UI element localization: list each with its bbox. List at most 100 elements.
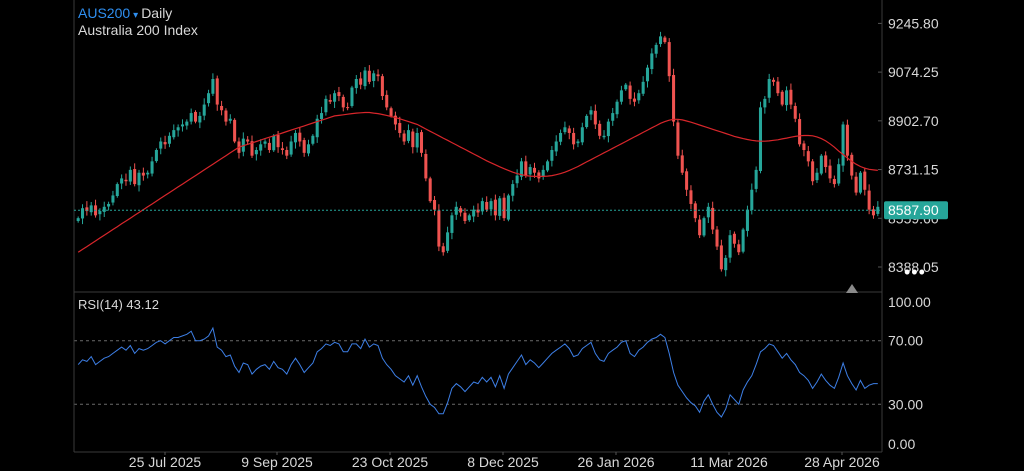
price-grid: [878, 22, 882, 268]
candle-body: [372, 73, 376, 81]
date-tick-label: 28 Apr 2026: [804, 454, 880, 470]
candle-body: [133, 169, 137, 185]
candle-body: [502, 197, 506, 219]
candle-body: [754, 169, 758, 189]
candle-body: [476, 209, 480, 213]
candle-body: [554, 141, 558, 152]
candle-body: [780, 91, 784, 105]
candle-body: [572, 132, 576, 145]
candle-body: [485, 201, 489, 210]
candle-body: [546, 161, 550, 171]
candle-body: [98, 211, 102, 215]
candle-body: [854, 176, 858, 193]
candle-body: [737, 244, 741, 253]
candle-body: [189, 113, 193, 122]
candle-body: [224, 110, 228, 122]
candle-body: [172, 130, 176, 138]
candle-body: [685, 171, 689, 190]
candle-body: [324, 98, 328, 113]
candle-body: [263, 141, 267, 144]
candle-body: [185, 121, 189, 126]
candle-body: [276, 134, 280, 148]
candle-body: [524, 161, 528, 176]
candle-body: [676, 122, 680, 156]
candle-body: [828, 165, 832, 179]
candle-body: [385, 94, 389, 108]
candle-body: [785, 90, 789, 106]
moving-average-line: [77, 111, 878, 253]
candle-body: [559, 132, 563, 142]
candle-body: [141, 172, 145, 176]
rsi-indicator-label[interactable]: RSI(14) 43.12: [78, 297, 159, 312]
candle-body: [511, 184, 515, 196]
candle-body: [446, 232, 450, 251]
candle-body: [415, 132, 419, 148]
candle-body: [359, 78, 363, 85]
candle-body: [389, 108, 393, 116]
candle-body: [298, 132, 302, 142]
candle-body: [220, 105, 224, 111]
candle-body: [659, 36, 663, 45]
candle-body: [289, 141, 293, 155]
candle-body: [489, 201, 493, 210]
symbol-label[interactable]: AUS200: [78, 5, 131, 21]
candle-body: [128, 169, 132, 182]
candle-body: [858, 172, 862, 193]
candle-body: [845, 124, 849, 156]
candle-body: [750, 189, 754, 210]
candle-body: [354, 79, 358, 89]
candle-body: [102, 206, 106, 212]
candle-body: [315, 118, 319, 138]
candle-body: [811, 161, 815, 182]
chevron-down-icon[interactable]: ▾: [133, 10, 139, 21]
candle-body: [89, 205, 93, 213]
candle-body: [406, 130, 410, 141]
rsi-tick-label: 70.00: [888, 333, 923, 349]
candle-body: [541, 169, 545, 177]
candle-body: [459, 208, 463, 213]
candle-body: [776, 81, 780, 94]
candle-body: [624, 84, 628, 90]
candlestick-series: [76, 31, 880, 277]
candle-body: [532, 167, 537, 173]
candle-body: [267, 142, 271, 150]
candle-body: [824, 155, 828, 168]
candle-body: [798, 119, 802, 145]
candle-body: [380, 76, 384, 97]
candle-body: [211, 79, 215, 94]
instrument-header[interactable]: AUS200 ▾ Daily: [78, 5, 172, 24]
candle-body: [706, 206, 710, 218]
candle-body: [567, 128, 571, 133]
candle-body: [863, 171, 867, 190]
timeframe-label[interactable]: Daily: [141, 5, 173, 21]
candle-body: [693, 203, 697, 219]
candle-body: [745, 209, 749, 231]
price-tick-label: 9074.25: [888, 64, 939, 80]
candle-body: [150, 161, 154, 174]
candle-body: [611, 113, 615, 121]
candle-body: [207, 93, 211, 104]
candle-body: [598, 123, 602, 136]
candle-body: [832, 178, 836, 185]
rsi-axis: 100.00 70.00 30.00 0.00: [888, 294, 931, 452]
candle-body: [80, 208, 85, 219]
price-tick-label: 9245.80: [888, 15, 939, 31]
candle-body: [602, 135, 606, 138]
candle-body: [698, 219, 702, 236]
candle-body: [515, 175, 519, 184]
candle-body: [628, 85, 632, 99]
candle-body: [350, 87, 354, 106]
candle-body: [850, 154, 854, 176]
candle-body: [719, 245, 723, 270]
candle-body: [615, 101, 619, 115]
candle-body: [398, 123, 402, 133]
price-tick-label: 8902.70: [888, 113, 939, 129]
candle-body: [724, 257, 728, 271]
candle-body: [519, 161, 523, 177]
more-options-icon[interactable]: •••: [904, 262, 926, 282]
candle-body: [376, 74, 380, 77]
rsi-title: RSI(14): [78, 297, 123, 312]
candle-body: [537, 172, 541, 179]
date-tick-label: 11 Mar 2026: [690, 454, 768, 470]
